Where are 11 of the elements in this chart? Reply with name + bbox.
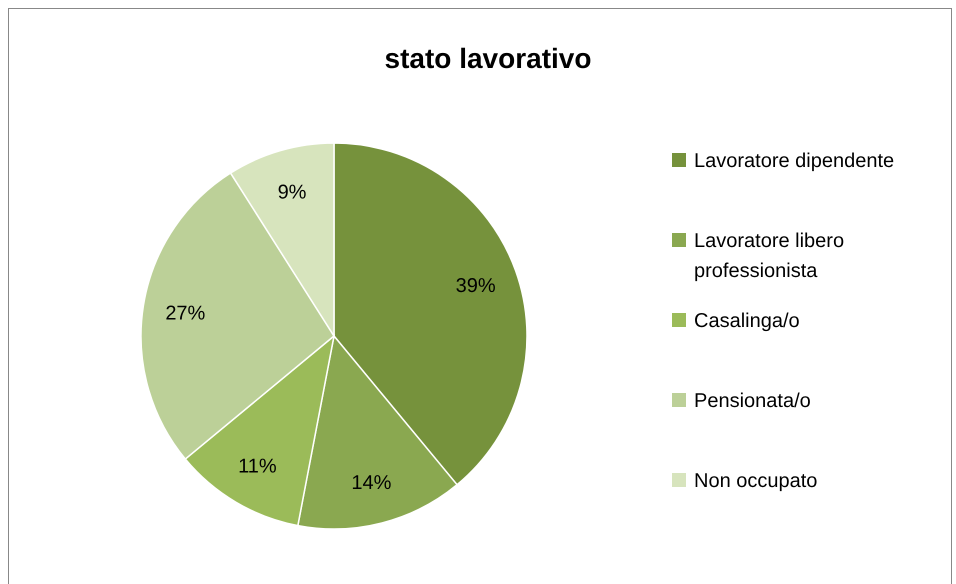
data-label: 14% <box>351 472 392 494</box>
data-label: 11% <box>238 456 277 478</box>
legend-label: Lavoratore libero professionista <box>694 230 844 282</box>
legend-label: Lavoratore dipendente <box>694 150 894 172</box>
chart-title: stato lavorativo <box>384 43 592 74</box>
data-label: 39% <box>456 275 496 298</box>
legend-label: Casalinga/o <box>694 310 800 332</box>
data-label: 27% <box>165 302 206 324</box>
legend-label: Non occupato <box>694 470 818 492</box>
data-label: 9% <box>278 181 307 204</box>
legend-label: Pensionata/o <box>694 390 811 412</box>
